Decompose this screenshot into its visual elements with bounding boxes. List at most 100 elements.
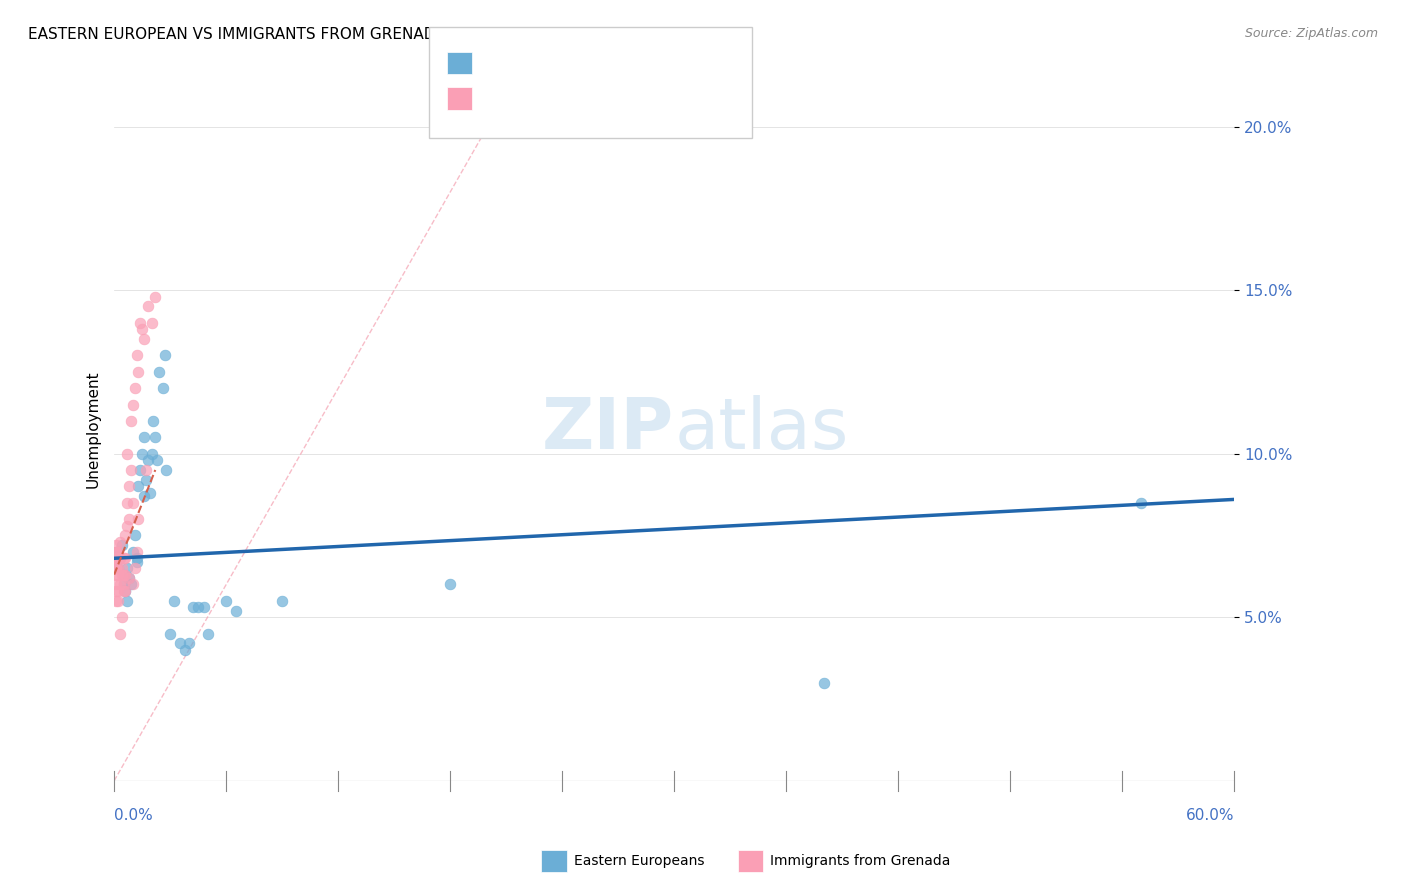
Point: [127, 512, 149, 526]
Point: [121, 577, 143, 591]
Text: R =: R =: [479, 55, 509, 70]
Point: [107, 584, 129, 599]
Point: [125, 545, 148, 559]
Point: [114, 551, 136, 566]
Point: [125, 555, 148, 569]
Point: [112, 577, 135, 591]
Text: N =: N =: [558, 91, 589, 105]
Point: [121, 398, 143, 412]
Point: [193, 600, 215, 615]
Point: [112, 567, 135, 582]
Point: [225, 604, 247, 618]
Text: 0.061: 0.061: [508, 55, 551, 70]
Point: [111, 567, 134, 582]
Text: atlas: atlas: [675, 394, 849, 464]
Point: [117, 518, 139, 533]
Point: [136, 300, 159, 314]
Point: [215, 594, 238, 608]
Point: [132, 430, 155, 444]
Point: [117, 594, 139, 608]
Point: [271, 594, 294, 608]
Point: [125, 551, 148, 566]
Text: N =: N =: [558, 55, 589, 70]
Point: [136, 453, 159, 467]
Point: [108, 626, 131, 640]
Point: [143, 290, 166, 304]
Point: [146, 453, 169, 467]
Point: [112, 577, 135, 591]
Point: [107, 567, 129, 582]
Point: [124, 561, 146, 575]
Point: [813, 675, 835, 690]
Point: [105, 584, 128, 599]
Text: ZIP: ZIP: [543, 394, 675, 464]
Point: [120, 463, 142, 477]
Point: [114, 567, 136, 582]
Point: [105, 545, 128, 559]
Point: [118, 571, 141, 585]
Point: [105, 561, 128, 575]
Point: [118, 571, 141, 585]
Text: Immigrants from Grenada: Immigrants from Grenada: [770, 854, 950, 868]
Text: Eastern Europeans: Eastern Europeans: [574, 854, 704, 868]
Point: [111, 561, 134, 575]
Point: [148, 365, 170, 379]
Text: 0.172: 0.172: [508, 91, 551, 105]
Point: [117, 561, 139, 575]
Point: [120, 577, 142, 591]
Point: [112, 567, 135, 582]
Point: [120, 414, 142, 428]
Point: [132, 332, 155, 346]
Point: [107, 545, 129, 559]
Point: [107, 551, 129, 566]
Text: R =: R =: [479, 91, 509, 105]
Text: Source: ZipAtlas.com: Source: ZipAtlas.com: [1244, 27, 1378, 40]
Point: [142, 414, 165, 428]
Point: [187, 600, 209, 615]
Point: [112, 584, 135, 599]
Point: [107, 561, 129, 575]
Point: [124, 528, 146, 542]
Point: [121, 545, 143, 559]
Text: 60.0%: 60.0%: [1187, 808, 1234, 823]
Point: [152, 381, 174, 395]
Text: 0.0%: 0.0%: [114, 808, 153, 823]
Point: [121, 496, 143, 510]
Point: [132, 489, 155, 503]
Y-axis label: Unemployment: Unemployment: [86, 370, 100, 488]
Point: [117, 447, 139, 461]
Point: [143, 430, 166, 444]
Point: [114, 584, 136, 599]
Point: [177, 636, 200, 650]
Point: [105, 545, 128, 559]
Point: [135, 463, 157, 477]
Point: [114, 528, 136, 542]
Point: [135, 473, 157, 487]
Point: [1130, 496, 1153, 510]
Point: [105, 567, 128, 582]
Point: [118, 512, 141, 526]
Point: [153, 349, 176, 363]
Point: [114, 584, 136, 599]
Point: [169, 636, 191, 650]
Point: [439, 577, 461, 591]
Point: [108, 535, 131, 549]
Point: [127, 365, 149, 379]
Point: [127, 479, 149, 493]
Text: 57: 57: [583, 91, 603, 105]
Point: [117, 496, 139, 510]
Point: [105, 561, 128, 575]
Point: [197, 626, 219, 640]
Point: [105, 594, 128, 608]
Point: [108, 577, 131, 591]
Point: [163, 594, 186, 608]
Point: [108, 551, 131, 566]
Point: [105, 551, 128, 566]
Point: [131, 322, 153, 336]
Point: [105, 545, 128, 559]
Point: [131, 447, 153, 461]
Point: [107, 594, 129, 608]
Point: [129, 316, 152, 330]
Text: EASTERN EUROPEAN VS IMMIGRANTS FROM GRENADA UNEMPLOYMENT CORRELATION CHART: EASTERN EUROPEAN VS IMMIGRANTS FROM GREN…: [28, 27, 747, 42]
Point: [181, 600, 204, 615]
